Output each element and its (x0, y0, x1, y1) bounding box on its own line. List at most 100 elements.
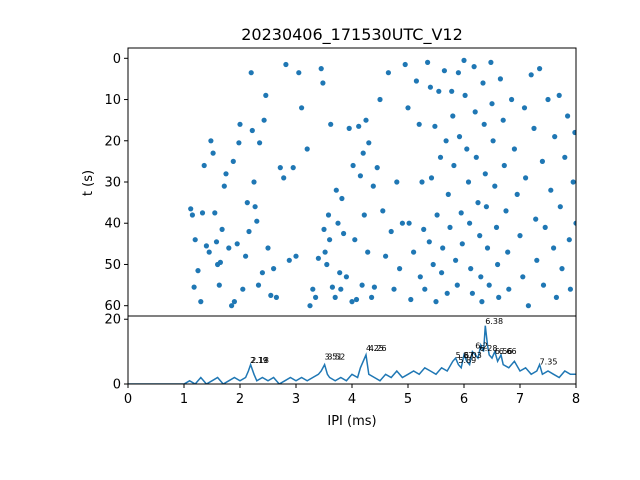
scatter-point (514, 191, 520, 197)
scatter-point (357, 173, 363, 179)
scatter-point (377, 96, 383, 103)
scatter-point (531, 125, 537, 131)
scatter-point (483, 204, 489, 210)
scatter-point (453, 257, 459, 263)
scatter-point (243, 253, 249, 259)
scatter-point (464, 146, 470, 152)
scatter-point (371, 284, 377, 290)
peak-annotation: 6.28 (480, 344, 498, 353)
scatter-point (539, 158, 546, 164)
scatter-point (436, 88, 442, 94)
peak-annotation: 5.87 (456, 351, 474, 360)
scatter-point (419, 179, 425, 185)
scatter-point (459, 241, 465, 247)
y-axis-label: t (s) (81, 170, 96, 196)
scatter-point (454, 282, 460, 288)
y-tick-label: 50 (104, 258, 121, 273)
peak-annotation: 5.89 (458, 356, 476, 365)
scatter-point (219, 226, 225, 232)
x-tick-label: 7 (516, 392, 524, 407)
scatter-point (479, 299, 485, 305)
x-tick-label: 3 (292, 392, 300, 407)
scatter-point (349, 299, 355, 305)
scatter-point (428, 175, 435, 181)
scatter-point (304, 146, 310, 152)
scatter-point (402, 61, 408, 68)
scatter-point (478, 274, 484, 280)
scatter-point (283, 61, 289, 68)
scatter-point (255, 282, 262, 288)
scatter-point (293, 253, 299, 259)
scatter-point (573, 220, 576, 226)
scatter-point (465, 179, 472, 185)
scatter-point (490, 138, 496, 144)
scatter-point (261, 117, 267, 123)
scatter-point (443, 138, 449, 144)
scatter-point (445, 191, 451, 197)
peak-annotation: 4.26 (369, 344, 387, 353)
scatter-point (462, 92, 468, 98)
scatter-point (277, 165, 283, 171)
scatter-point (394, 179, 400, 185)
y-tick-label: 20 (104, 313, 121, 328)
peak-annotation: 6.38 (485, 317, 503, 326)
scatter-point (320, 80, 326, 86)
peak-annotation: 3.51 (325, 353, 343, 362)
scatter-point (553, 294, 560, 300)
scatter-point (234, 241, 240, 247)
scatter-point (189, 212, 195, 218)
scatter-point (325, 212, 332, 218)
scatter-point (315, 255, 321, 261)
scatter-point (437, 154, 444, 160)
scatter-point (509, 96, 515, 103)
scatter-point (240, 286, 246, 292)
scatter-point (557, 204, 563, 210)
scatter-point (327, 237, 333, 243)
x-tick-label: 4 (348, 392, 356, 407)
y-tick-label: 40 (104, 217, 121, 232)
scatter-point (318, 66, 324, 72)
scatter-point (290, 165, 296, 171)
scatter-point (191, 284, 197, 290)
scatter-point (313, 294, 319, 300)
scatter-point (254, 218, 260, 224)
scatter-point (216, 282, 222, 288)
scatter-point (477, 233, 483, 239)
peak-annotation: 7.35 (540, 358, 558, 367)
scatter-point (481, 121, 487, 127)
scatter-point (339, 195, 345, 202)
scatter-point (406, 220, 412, 226)
scatter-point (451, 162, 457, 169)
y-tick-label: 0 (113, 52, 121, 67)
y-tick-label: 20 (104, 134, 121, 149)
scatter-point (213, 239, 220, 245)
scatter-point (426, 239, 432, 245)
scatter-point (321, 226, 327, 232)
scatter-point (475, 200, 481, 206)
peak-annotation: 3.52 (327, 353, 345, 362)
scatter-point (246, 228, 252, 235)
scatter-point (350, 162, 356, 169)
scatter-point (366, 140, 372, 146)
peak-annotation: 2.19 (250, 356, 268, 365)
scatter-point (540, 282, 547, 288)
scatter-point (567, 286, 574, 292)
scatter-point (545, 96, 551, 103)
scatter-point (496, 294, 502, 300)
scatter-point (237, 121, 243, 127)
scatter-point (226, 245, 232, 251)
scatter-point (195, 268, 201, 274)
scatter-point (324, 261, 330, 268)
scatter-point (307, 303, 313, 309)
scatter-point (473, 154, 479, 160)
scatter-point (417, 274, 423, 280)
scatter-point (506, 286, 512, 292)
peak-annotation: 6.56 (495, 347, 513, 356)
scatter-point (346, 125, 352, 131)
scatter-point (369, 294, 375, 300)
scatter-point (556, 92, 562, 98)
x-axis-label: IPI (ms) (327, 414, 376, 429)
scatter-point (271, 266, 277, 272)
scatter-point (259, 270, 265, 276)
